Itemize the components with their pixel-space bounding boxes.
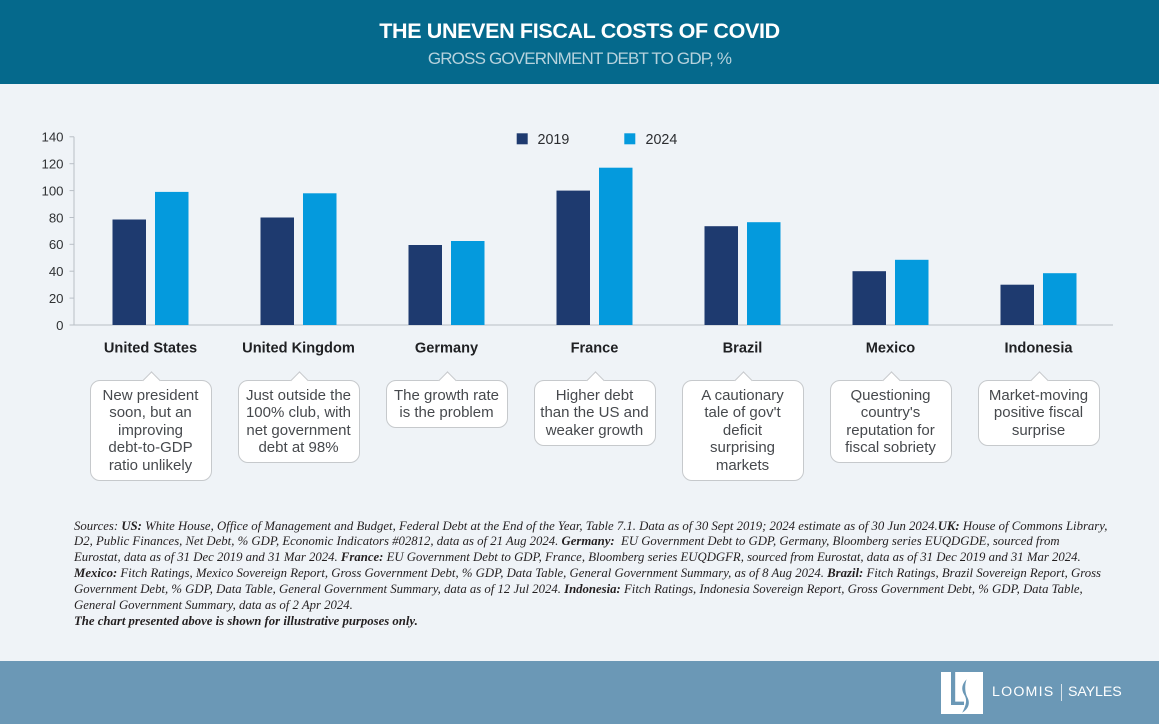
svg-text:Germany: Germany: [415, 340, 479, 356]
svg-text:140: 140: [41, 130, 63, 145]
svg-text:60: 60: [49, 237, 64, 252]
svg-text:2024: 2024: [646, 132, 678, 148]
svg-text:20: 20: [49, 291, 64, 306]
svg-text:United States: United States: [104, 340, 197, 356]
svg-text:0: 0: [56, 318, 63, 333]
svg-text:80: 80: [49, 210, 64, 225]
svg-text:2019: 2019: [538, 132, 570, 148]
svg-text:Brazil: Brazil: [723, 340, 763, 356]
svg-text:France: France: [571, 340, 619, 356]
svg-text:Indonesia: Indonesia: [1004, 340, 1073, 356]
svg-text:120: 120: [41, 157, 63, 172]
svg-text:Mexico: Mexico: [866, 340, 916, 356]
svg-text:United Kingdom: United Kingdom: [242, 340, 355, 356]
svg-text:40: 40: [49, 264, 64, 279]
svg-text:100: 100: [41, 183, 63, 198]
